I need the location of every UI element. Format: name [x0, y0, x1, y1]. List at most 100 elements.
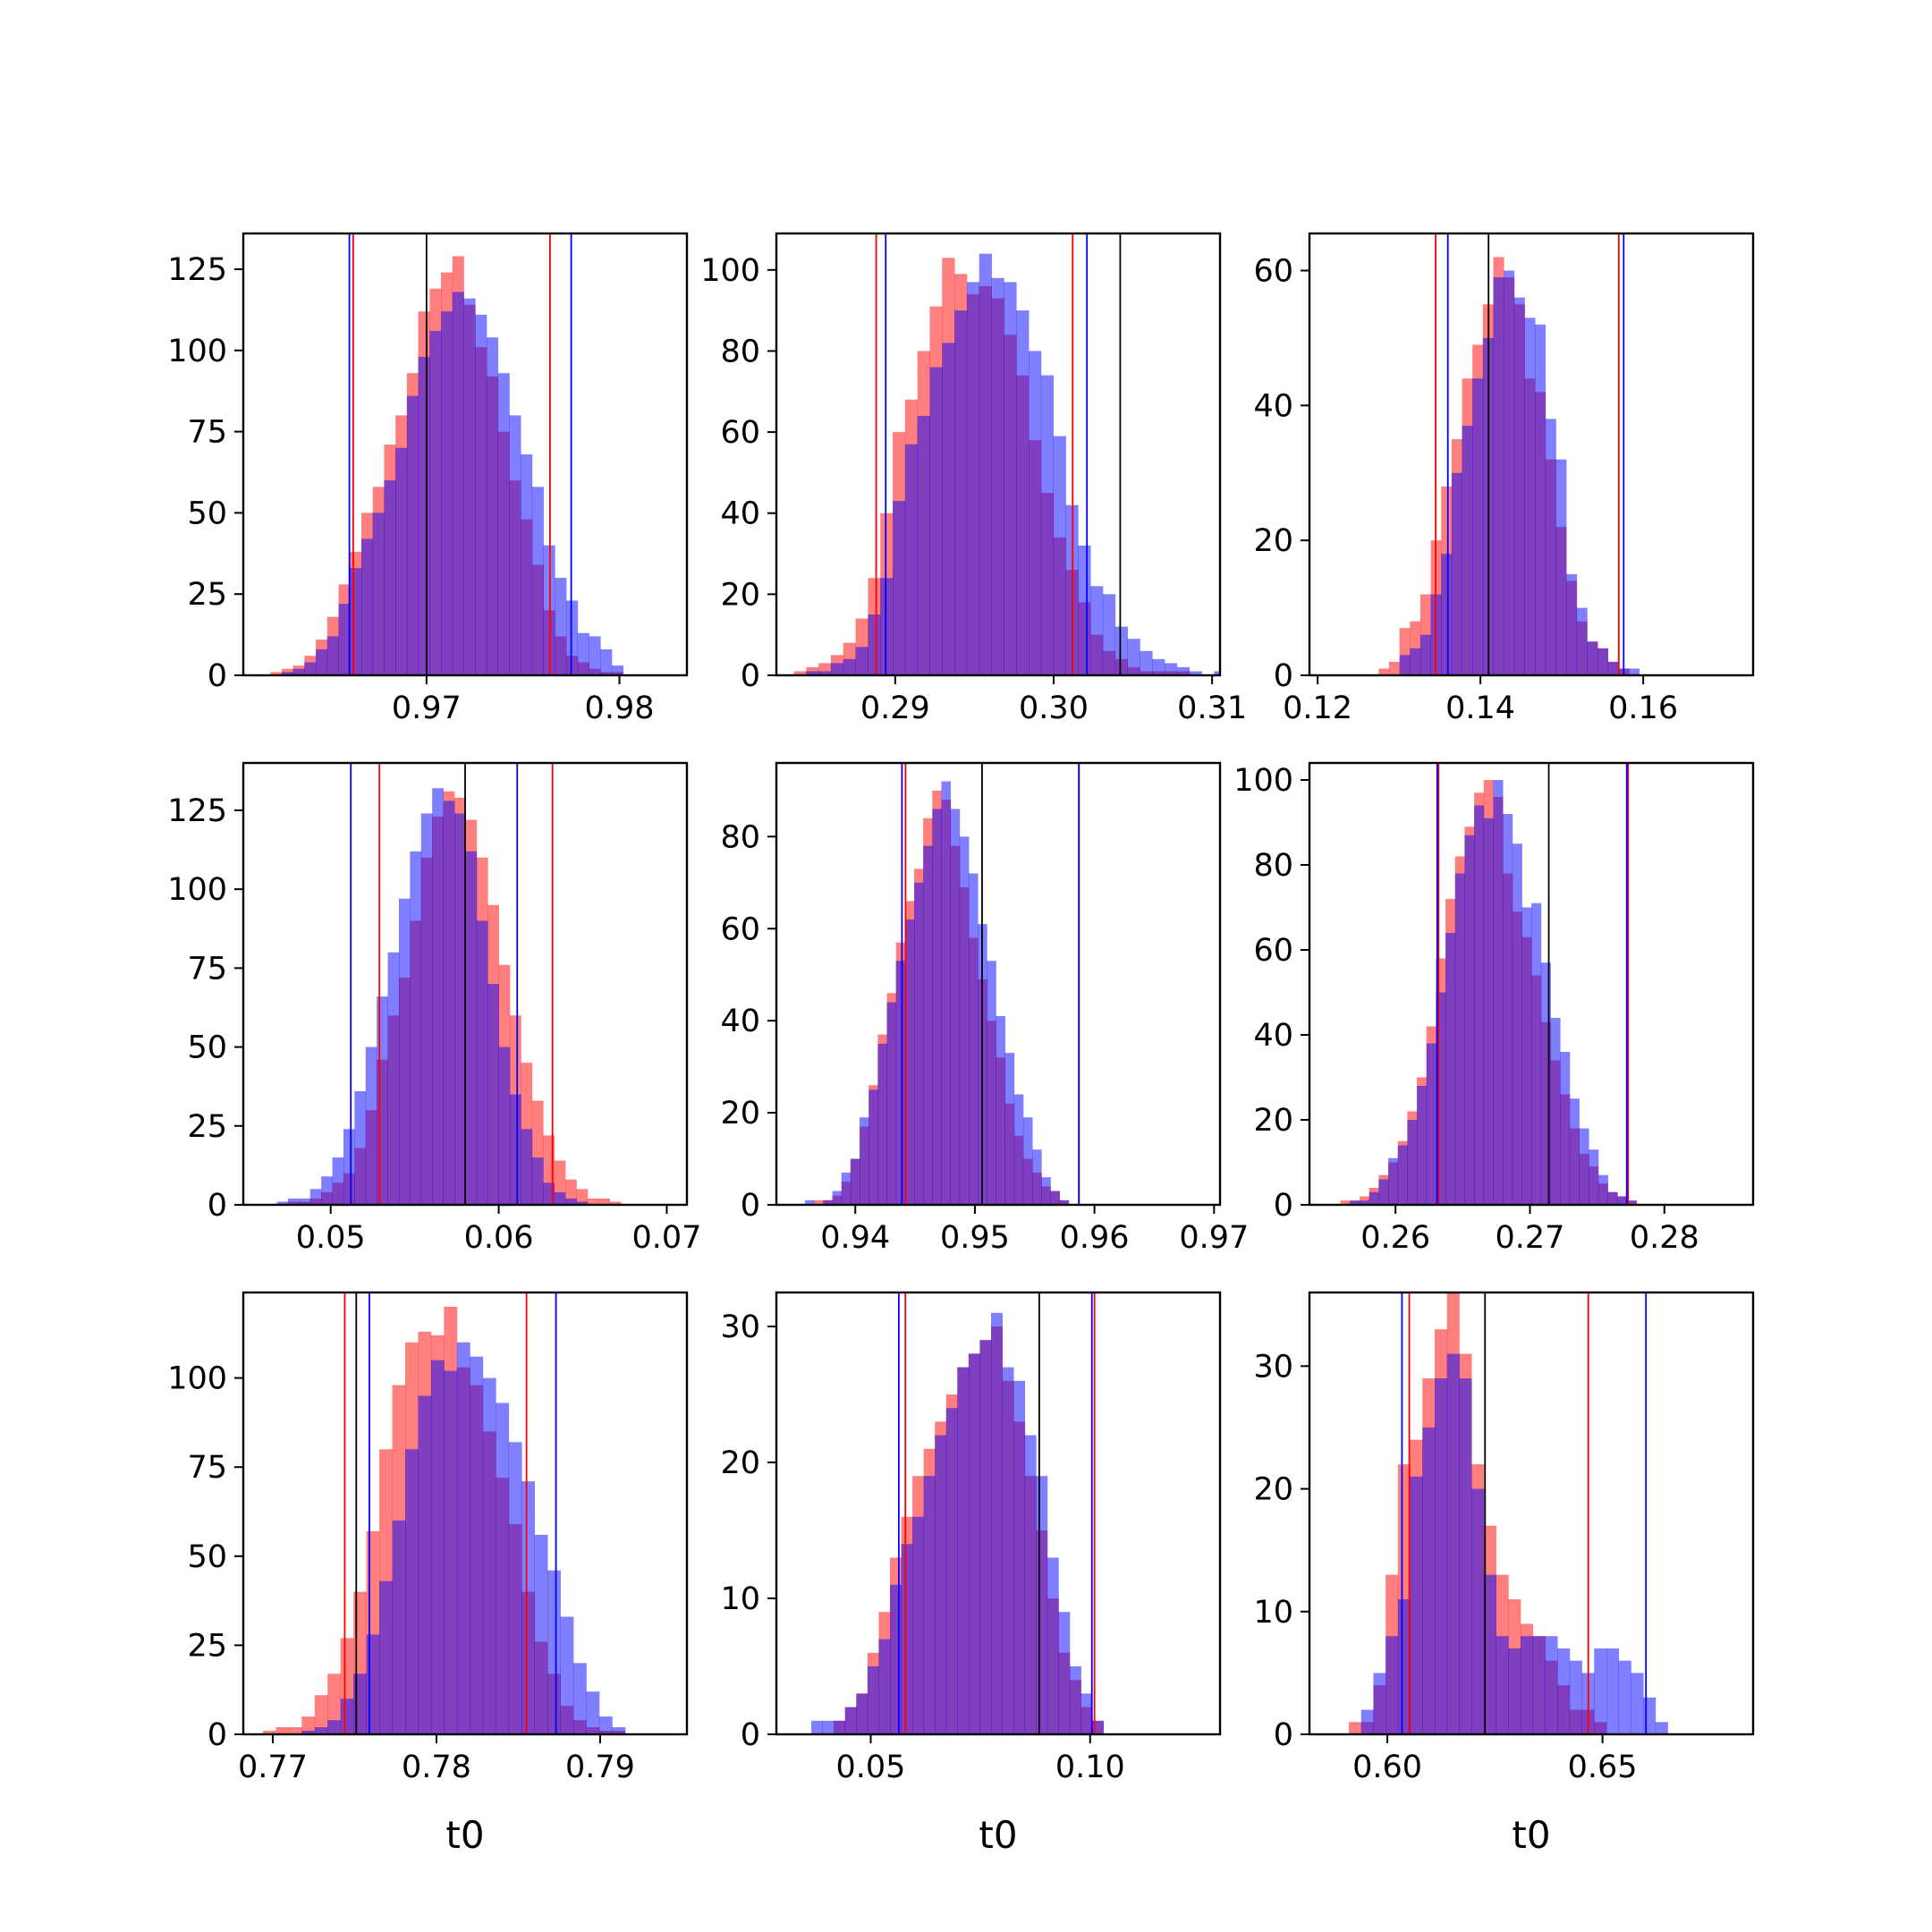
histogram-bar-blue	[1459, 1378, 1472, 1734]
histogram-bar-blue	[531, 487, 544, 675]
histogram-bar-blue	[372, 513, 385, 675]
histogram-bar-blue	[1474, 805, 1485, 1205]
histogram-bar-blue	[1114, 626, 1128, 675]
histogram-bar-blue	[904, 919, 915, 1205]
histogram-bar-blue	[1434, 1378, 1448, 1734]
histogram-bar-blue	[418, 357, 430, 675]
axes-frame	[1308, 1291, 1755, 1736]
histogram-bars	[805, 763, 1080, 1205]
histogram-bar-blue	[482, 1377, 496, 1734]
histogram-bar-blue	[878, 1639, 891, 1734]
y-tick-label: 50	[187, 496, 227, 531]
histogram-bar-blue	[867, 1666, 879, 1734]
histogram-bar-blue	[281, 672, 294, 675]
histogram-bar-blue	[1426, 1043, 1436, 1205]
y-tick-label: 60	[720, 911, 760, 947]
histogram-bar-blue	[822, 1720, 835, 1734]
histogram-bar-blue	[1471, 1488, 1485, 1734]
y-tick-label: 125	[167, 793, 227, 829]
y-tick-label: 100	[167, 872, 227, 908]
histogram-bar-blue	[1607, 661, 1619, 675]
histogram-bar-red	[1340, 1200, 1351, 1205]
histogram-bar-blue	[843, 658, 856, 675]
histogram-bar-blue	[957, 1367, 970, 1734]
histogram-bar-blue	[832, 1191, 843, 1205]
y-tick-label: 25	[187, 1628, 227, 1664]
histogram-bar-blue	[1545, 1636, 1558, 1734]
histogram-bar-blue	[877, 1043, 887, 1205]
subplot-2: 0.29 0.30 0.31 0 20 40 60 80 100	[700, 232, 1247, 726]
histogram-bar-red	[793, 671, 807, 675]
histogram-bar-blue	[945, 1408, 958, 1734]
histogram-bar-blue	[1013, 1094, 1024, 1205]
histogram-bar-red	[275, 1727, 290, 1734]
histogram-bar-blue	[1521, 907, 1532, 1205]
histogram-bar-blue	[405, 1449, 419, 1734]
histogram-bar-blue	[991, 277, 1004, 675]
histogram-bar-blue	[1566, 573, 1578, 675]
histogram-bar-blue	[1464, 835, 1475, 1205]
histogram-bar-blue	[366, 1634, 380, 1734]
histogram-bar-blue	[309, 1189, 322, 1205]
histogram-bar-blue	[487, 984, 499, 1205]
histogram-bar-red	[1389, 661, 1401, 675]
histogram-bar-blue	[354, 1090, 367, 1205]
histogram-bar-blue	[577, 632, 589, 675]
histogram-bar-blue	[453, 813, 466, 1205]
histogram-bar-blue	[1410, 648, 1421, 675]
y-tick-label: 40	[1253, 1018, 1293, 1054]
histogram-bar-blue	[1462, 425, 1473, 675]
histogram-bar-blue	[1176, 666, 1191, 675]
histogram-bar-blue	[475, 314, 487, 675]
y-tick-label: 60	[1253, 933, 1293, 969]
x-tick-label: 0.27	[1496, 1220, 1565, 1256]
histogram-bar-blue	[395, 447, 408, 675]
histogram-bar-red	[314, 1695, 328, 1734]
histogram-bar-blue	[350, 568, 362, 675]
histogram-bar-blue	[1483, 818, 1494, 1205]
subplot-5: 0.94 0.95 0.96 0.97 0 20 40 60 80	[720, 761, 1249, 1256]
histogram-bar-blue	[841, 1172, 852, 1205]
histogram-bar-blue	[1597, 648, 1609, 675]
histogram-bar-blue	[856, 1693, 869, 1734]
histogram-bar-blue	[276, 1201, 289, 1205]
subplot-7: 0.77 0.78 0.79 0 25 50 75 100 t0	[167, 1291, 689, 1857]
y-tick-label: 20	[720, 1445, 760, 1481]
histogram-bar-blue	[398, 898, 411, 1205]
histogram-bar-blue	[1022, 1117, 1033, 1205]
histogram-bar-blue	[343, 1129, 355, 1205]
histogram-bar-blue	[1550, 1018, 1561, 1205]
histogram-bar-blue	[968, 873, 979, 1205]
histogram-bar-blue	[1587, 641, 1598, 675]
histogram-bar-blue	[811, 1720, 824, 1734]
x-axis-label: t0	[1512, 1813, 1550, 1857]
x-tick-label: 0.31	[1177, 691, 1247, 726]
histogram-bar-blue	[860, 1117, 869, 1205]
histogram-bar-blue	[1090, 586, 1104, 675]
histogram-bar-blue	[1503, 814, 1513, 1205]
y-tick-label: 20	[720, 1096, 760, 1131]
x-tick-label: 0.12	[1283, 691, 1352, 726]
histogram-bar-blue	[572, 1663, 587, 1734]
histogram-bar-blue	[509, 415, 521, 675]
histogram-bar-blue	[496, 1402, 510, 1734]
histogram-bar-blue	[430, 1360, 445, 1734]
histogram-bar-blue	[1493, 277, 1504, 675]
histogram-bar-blue	[287, 1198, 300, 1205]
histogram-bar-blue	[1410, 1476, 1423, 1734]
histogram-bar-blue	[509, 1094, 521, 1205]
histogram-bar-blue	[1360, 1709, 1374, 1734]
histogram-bar-blue	[463, 298, 476, 675]
x-tick-label: 0.26	[1360, 1220, 1430, 1256]
histogram-bar-blue	[979, 1340, 992, 1734]
x-tick-label: 0.97	[392, 691, 462, 726]
histogram-bar-blue	[1397, 1599, 1411, 1734]
histogram-bar-blue	[576, 1201, 589, 1205]
histogram-bar-blue	[979, 253, 992, 675]
histogram-bar-blue	[1378, 1179, 1389, 1205]
histogram-bars	[276, 763, 622, 1205]
y-tick-label: 40	[1253, 388, 1293, 424]
histogram-bar-blue	[1373, 1673, 1386, 1734]
histogram-bar-blue	[1189, 671, 1202, 675]
